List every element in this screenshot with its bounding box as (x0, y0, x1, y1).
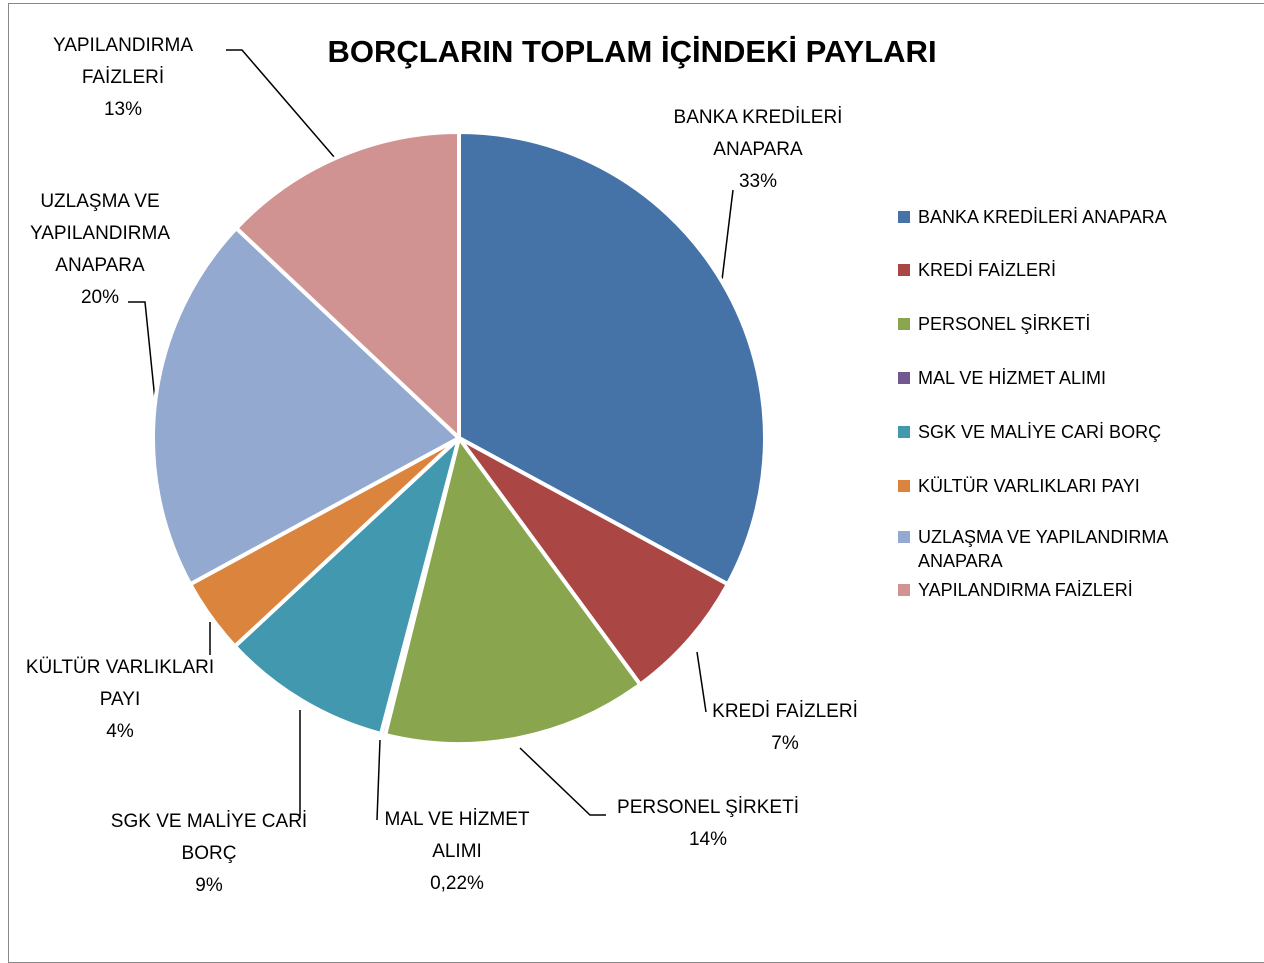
data-label-value: 14% (688, 829, 728, 850)
leader-lines (128, 49, 734, 821)
data-label-value: 7% (771, 733, 799, 754)
legend-label: KREDİ FAİZLERİ (918, 260, 1057, 280)
legend-label: MAL VE HİZMET ALIMI (918, 368, 1107, 388)
legend-label: BANKA KREDİLERİ ANAPARA (918, 207, 1167, 227)
pie-slice (232, 436, 461, 736)
data-label-value: 0,22% (430, 873, 484, 894)
data-label-name: YAPILANDIRMA FAİZLERİ (52, 35, 194, 88)
pie-slice (151, 226, 461, 587)
legend-swatch (898, 480, 910, 492)
legend-entry: MAL VE HİZMET ALIMI (898, 366, 1188, 390)
pie-slice (457, 130, 767, 587)
legend-swatch (898, 372, 910, 384)
data-label-name: SGK VE MALİYE CARİ BORÇ (110, 811, 308, 864)
legend-entry: KREDİ FAİZLERİ (898, 258, 1188, 282)
legend-entry: YAPILANDIRMA FAİZLERİ (898, 578, 1188, 602)
data-label: UZLAŞMA VE YAPILANDIRMA ANAPARA 20% (15, 186, 185, 314)
leader-line (376, 739, 381, 821)
leader-line (721, 189, 734, 281)
data-label: SGK VE MALİYE CARİ BORÇ 9% (94, 806, 324, 902)
data-label-value: 4% (106, 721, 134, 742)
legend-label: SGK VE MALİYE CARİ BORÇ (918, 422, 1162, 442)
legend-label: UZLAŞMA VE YAPILANDIRMA ANAPARA (918, 527, 1168, 571)
data-label: PERSONEL ŞİRKETİ 14% (598, 792, 818, 856)
data-label-name: UZLAŞMA VE YAPILANDIRMA ANAPARA (29, 191, 171, 276)
data-label: YAPILANDIRMA FAİZLERİ 13% (43, 30, 203, 126)
legend-entry: SGK VE MALİYE CARİ BORÇ (898, 420, 1188, 444)
data-label-value: 20% (80, 287, 120, 308)
data-label-name: PERSONEL ŞİRKETİ (617, 797, 799, 818)
data-label-name: KÜLTÜR VARLIKLARI PAYI (25, 657, 215, 710)
leader-line (696, 651, 707, 713)
data-label: KREDİ FAİZLERİ 7% (685, 696, 885, 760)
legend-swatch (898, 531, 910, 543)
legend-label: KÜLTÜR VARLIKLARI PAYI (918, 476, 1140, 496)
legend-entry: UZLAŞMA VE YAPILANDIRMA ANAPARA (898, 525, 1188, 573)
pie-slice (234, 130, 461, 440)
pie (151, 130, 767, 746)
legend-swatch (898, 584, 910, 596)
data-label: MAL VE HİZMET ALIMI 0,22% (367, 804, 547, 900)
pie-slice (457, 436, 730, 687)
leader-line (226, 49, 336, 159)
data-label: BANKA KREDİLERİ ANAPARA 33% (658, 102, 858, 198)
pie-slice (383, 436, 643, 746)
data-label-name: KREDİ FAİZLERİ (712, 701, 858, 722)
legend-entry: KÜLTÜR VARLIKLARI PAYI (898, 474, 1188, 498)
data-label-name: BANKA KREDİLERİ ANAPARA (673, 107, 843, 160)
legend-swatch (898, 264, 910, 276)
data-label-value: 9% (195, 875, 223, 896)
legend-label: PERSONEL ŞİRKETİ (918, 314, 1091, 334)
data-label-value: 33% (738, 171, 778, 192)
leader-line (519, 747, 606, 816)
legend-swatch (898, 211, 910, 223)
data-label-name: MAL VE HİZMET ALIMI (384, 809, 530, 862)
legend-swatch (898, 426, 910, 438)
leader-line (128, 301, 156, 401)
chart-title: BORÇLARIN TOPLAM İÇİNDEKİ PAYLARI (327, 34, 937, 69)
data-label-value: 13% (103, 99, 143, 120)
legend-label: YAPILANDIRMA FAİZLERİ (918, 580, 1133, 600)
legend-entry: BANKA KREDİLERİ ANAPARA (898, 205, 1188, 229)
data-label: KÜLTÜR VARLIKLARI PAYI 4% (10, 652, 230, 748)
legend-entry: PERSONEL ŞİRKETİ (898, 312, 1188, 336)
legend-swatch (898, 318, 910, 330)
